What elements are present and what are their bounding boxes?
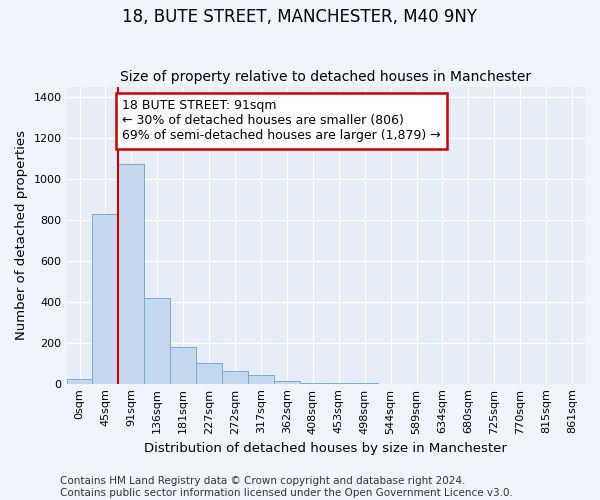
X-axis label: Distribution of detached houses by size in Manchester: Distribution of detached houses by size … <box>145 442 507 455</box>
Bar <box>92 214 118 384</box>
Bar <box>222 372 248 384</box>
Bar <box>118 164 145 384</box>
Text: 18 BUTE STREET: 91sqm
← 30% of detached houses are smaller (806)
69% of semi-det: 18 BUTE STREET: 91sqm ← 30% of detached … <box>122 100 441 142</box>
Title: Size of property relative to detached houses in Manchester: Size of property relative to detached ho… <box>120 70 532 85</box>
Y-axis label: Number of detached properties: Number of detached properties <box>15 130 28 340</box>
Bar <box>170 347 196 384</box>
Bar <box>274 380 300 384</box>
Text: Contains HM Land Registry data © Crown copyright and database right 2024.
Contai: Contains HM Land Registry data © Crown c… <box>60 476 513 498</box>
Bar <box>196 363 222 384</box>
Bar <box>67 378 92 384</box>
Bar <box>145 298 170 384</box>
Bar <box>300 382 326 384</box>
Bar <box>248 376 274 384</box>
Text: 18, BUTE STREET, MANCHESTER, M40 9NY: 18, BUTE STREET, MANCHESTER, M40 9NY <box>122 8 478 26</box>
